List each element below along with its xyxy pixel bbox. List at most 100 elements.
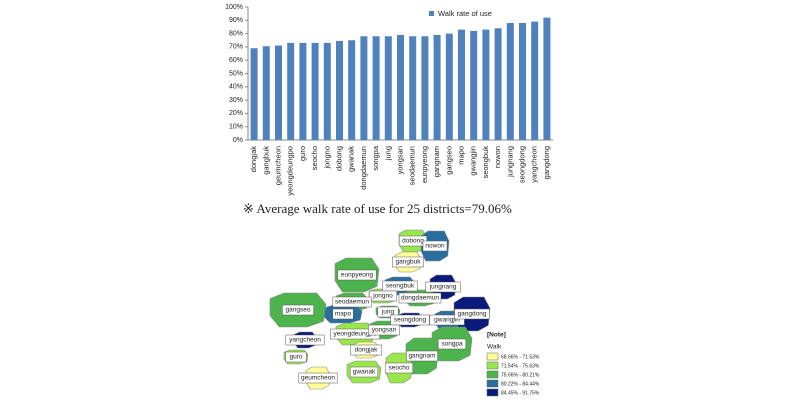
bar — [262, 46, 270, 140]
x-tick-label: gangdong — [542, 146, 551, 179]
district-label: jung — [381, 309, 395, 316]
bar — [433, 34, 441, 140]
bar — [409, 36, 417, 141]
x-tick-label: guro — [298, 146, 307, 161]
label-box — [384, 362, 414, 374]
district-label: jongno — [372, 293, 393, 300]
bar — [250, 48, 258, 141]
bar — [336, 40, 343, 140]
legend-swatch — [486, 361, 499, 370]
x-tick-label: gwangjin — [469, 146, 478, 176]
x-tick-label: gangnam — [432, 146, 441, 177]
district-label: gwangjin — [434, 317, 460, 324]
district-label: guro — [289, 354, 302, 361]
label-box — [429, 314, 465, 326]
district-label: nowon — [425, 243, 445, 250]
district-label: dobong — [402, 238, 424, 245]
x-tick-label: seongdong — [517, 146, 526, 183]
label-box — [332, 308, 354, 320]
label-box — [437, 338, 467, 350]
legend-swatch — [486, 379, 499, 388]
district-label: dongjak — [355, 347, 379, 354]
label-box — [422, 240, 448, 252]
district-label: seocho — [389, 365, 410, 372]
label-box — [377, 306, 399, 318]
district-label: eunpyeong — [341, 272, 374, 279]
x-tick-label: jongno — [322, 146, 331, 170]
y-tick-label: 70% — [229, 44, 243, 51]
district-label: yangcheon — [289, 337, 321, 344]
label-box — [285, 334, 325, 346]
bar — [372, 36, 380, 141]
legend-label: 80.22% - 84.44% — [501, 381, 540, 387]
x-tick-label: gangseo — [444, 146, 453, 175]
district-label: gwanak — [353, 369, 376, 376]
label-box — [350, 344, 382, 356]
x-tick-label: songpa — [371, 145, 380, 170]
label-box — [390, 314, 430, 326]
x-tick-label: yeongdeungpo — [286, 146, 295, 196]
bar — [311, 42, 319, 140]
label-box — [332, 296, 372, 308]
y-tick-label: 20% — [229, 110, 243, 117]
x-tick-label: jungnang — [505, 146, 514, 178]
label-box — [285, 351, 307, 363]
legend-label: 84.45% - 91.75% — [501, 390, 540, 396]
district-label: yongsan — [372, 327, 397, 334]
label-box — [392, 256, 424, 268]
legend-label: 68.66% - 71.53% — [501, 354, 540, 360]
bar — [445, 33, 453, 140]
label-box — [349, 366, 379, 378]
bar — [494, 28, 502, 141]
y-tick-label: 0% — [233, 137, 243, 144]
y-tick-label: 100% — [225, 4, 243, 11]
legend-label: 75.66% - 80.21% — [501, 372, 540, 378]
x-tick-label: yongsan — [395, 146, 404, 174]
x-tick-label: yangcheon — [530, 146, 539, 183]
y-tick-label: 60% — [229, 57, 243, 64]
y-tick-label: 10% — [229, 124, 243, 131]
district-label: jungnang — [429, 284, 457, 291]
x-tick-label: jung — [383, 146, 392, 161]
bar — [470, 30, 478, 140]
x-tick-label: dongjak — [249, 146, 258, 173]
x-tick-label: seodaemun — [408, 146, 417, 185]
bar — [519, 22, 526, 140]
x-tick-label: eunpyeong — [420, 146, 429, 183]
district-label: seongbuk — [386, 283, 415, 290]
caption: ※ Average walk rate of use for 25 distri… — [243, 201, 512, 216]
bar — [348, 40, 356, 140]
legend-label: 71.54% - 75.63% — [501, 363, 540, 369]
y-tick-label: 30% — [229, 97, 243, 104]
bar — [482, 29, 490, 140]
y-tick-label: 90% — [229, 17, 243, 24]
legend-swatch — [486, 352, 499, 361]
x-tick-label: nowon — [493, 146, 502, 168]
legend-swatch — [486, 388, 499, 397]
bar — [360, 36, 368, 141]
label-box — [298, 372, 338, 384]
bar — [397, 34, 404, 140]
district-label: yeongdeungpo — [333, 331, 376, 338]
district-label: dongdaemun — [401, 295, 439, 302]
bar — [531, 21, 539, 141]
district-label: geumcheon — [301, 375, 335, 382]
x-tick-label: seongbuk — [481, 146, 490, 179]
x-tick-label: gangbuk — [261, 146, 270, 175]
legend-subtitle: Walk — [487, 344, 502, 351]
y-tick-label: 50% — [229, 70, 243, 77]
y-tick-label: 80% — [229, 30, 243, 37]
legend-title: [Note] — [487, 332, 506, 339]
bar — [384, 36, 392, 141]
x-tick-label: geumcheon — [273, 146, 282, 185]
x-tick-label: seocho — [310, 146, 319, 170]
bar — [506, 22, 514, 140]
bar — [421, 36, 429, 141]
label-box — [382, 280, 418, 292]
district-label: gangdong — [458, 311, 487, 318]
x-tick-label: mapo — [456, 146, 465, 165]
x-tick-label: dobong — [334, 146, 343, 171]
label-box — [368, 290, 398, 302]
